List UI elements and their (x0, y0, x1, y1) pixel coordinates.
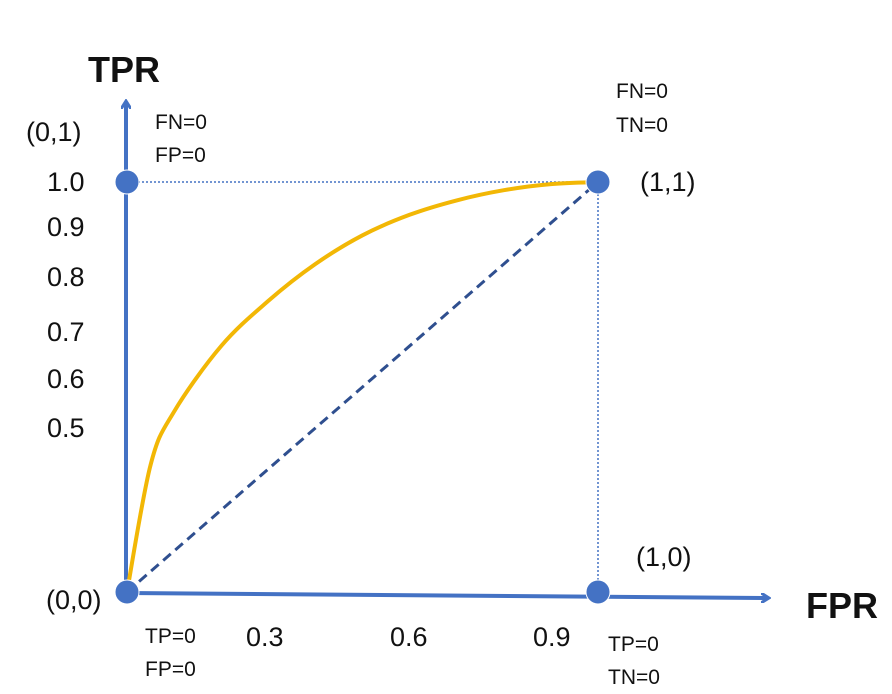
y-tick-label: 0.8 (47, 262, 85, 292)
worst-note: TP=0 (608, 633, 659, 656)
roc-curve (125, 180, 599, 593)
y-tick-label: 0.7 (47, 317, 85, 347)
random-classifier-line (126, 180, 599, 594)
all-positive-note: TN=0 (616, 114, 668, 137)
y-axis-title: TPR (88, 49, 160, 90)
x-axis (125, 591, 768, 598)
origin-note: FP=0 (145, 658, 196, 681)
x-tick-label: 0.9 (533, 622, 571, 652)
y-tick-label: 0.6 (47, 364, 85, 394)
perfect-note: FN=0 (155, 111, 207, 134)
y-tick-label: 1.0 (47, 167, 85, 197)
x-tick-label: 0.3 (246, 622, 284, 652)
point-worst-marker (585, 579, 611, 605)
point-origin-marker (114, 579, 140, 605)
origin-note: TP=0 (145, 625, 196, 648)
point-perfect-marker (114, 169, 140, 195)
point-worst-label: (1,0) (636, 542, 692, 572)
x-tick-label: 0.6 (390, 622, 428, 652)
x-axis-title: FPR (806, 585, 878, 626)
point-perfect-label: (0,1) (26, 117, 82, 147)
worst-note: TN=0 (608, 666, 660, 689)
y-tick-label: 0.5 (47, 413, 85, 443)
y-tick-label: 0.9 (47, 212, 85, 242)
point-all-positive-label: (1,1) (640, 167, 696, 197)
perfect-note: FP=0 (155, 144, 206, 167)
point-all-positive-marker (585, 169, 611, 195)
point-origin-label: (0,0) (46, 585, 102, 615)
all-positive-note: FN=0 (616, 80, 668, 103)
